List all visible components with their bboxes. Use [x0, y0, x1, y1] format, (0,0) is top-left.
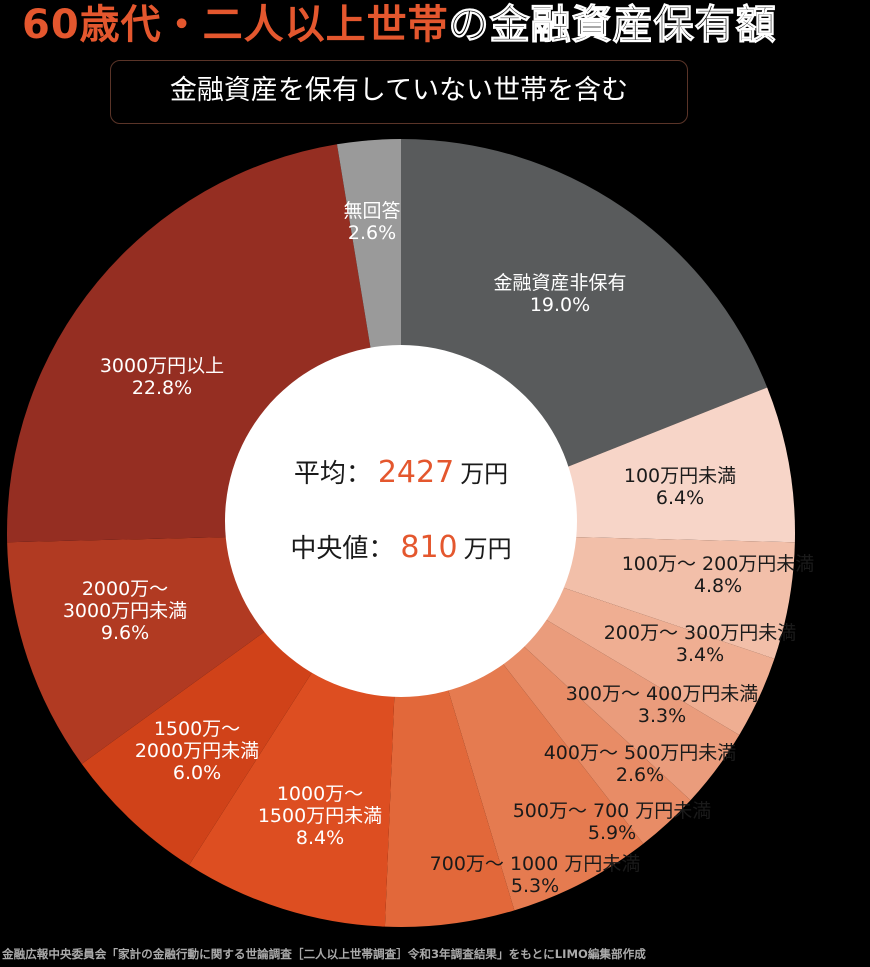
mean-stat: 平均： 2427 万円	[225, 453, 577, 490]
slice-label-text: 400万～ 500万円未満	[543, 742, 737, 764]
slice-label-text: 100万～ 200万円未満	[621, 553, 815, 575]
slice-label: 2000万～ 3000万円未満 9.6%	[63, 578, 187, 644]
source-footnote: 金融広報中央委員会「家計の金融行動に関する世論調査［二人以上世帯調査］令和3年調…	[2, 947, 646, 961]
mean-label: 平均：	[293, 459, 372, 489]
slice-percent: 19.0%	[529, 294, 591, 316]
slice-label: 1000万～ 1500万円未満 8.4%	[258, 783, 382, 849]
slice-label-text: 1000万～	[276, 783, 364, 805]
slice-label-text: 2000万～	[81, 578, 169, 600]
median-stat: 中央値： 810 万円	[225, 528, 577, 565]
median-label: 中央値：	[290, 534, 395, 564]
slice-label: 100万～ 200万円未満 4.8%	[622, 553, 815, 597]
median-unit: 万円	[463, 535, 512, 563]
slice-percent: 4.8%	[693, 575, 743, 597]
slice-label-text: 300万～ 400万円未満	[565, 683, 759, 705]
slice-label-text: 1500万円未満	[257, 805, 383, 827]
slice-percent: 6.4%	[655, 487, 705, 509]
slice-label-text: 100万円未満	[623, 465, 737, 487]
slice-percent: 2.6%	[347, 222, 397, 244]
chart-title: 60歳代・二人以上世帯の金融資産保有額	[22, 2, 842, 50]
slice-percent: 3.4%	[675, 644, 725, 666]
slice-percent: 5.9%	[587, 822, 637, 844]
median-value: 810	[400, 530, 458, 565]
slice-label: 1500万～ 2000万円未満 6.0%	[135, 718, 259, 784]
slice-percent: 8.4%	[295, 827, 345, 849]
slice-percent: 22.8%	[131, 377, 193, 399]
donut-hole	[225, 345, 577, 697]
slice-percent: 6.0%	[172, 762, 222, 784]
slice-label: 無回答 2.6%	[343, 200, 400, 244]
mean-unit: 万円	[460, 460, 509, 488]
slice-label: 200万～ 300万円未満 3.4%	[604, 622, 797, 666]
slice-percent: 3.3%	[637, 705, 687, 727]
slice-label-text: 金融資産非保有	[493, 272, 627, 294]
slice-label: 300万～ 400万円未満 3.3%	[566, 683, 759, 727]
chart-subtitle-box: 金融資産を保有していない世帯を含む	[110, 60, 688, 124]
slice-label-text: 700万～ 1000 万円未満	[429, 853, 641, 875]
slice-label-text: 200万～ 300万円未満	[603, 622, 797, 644]
slice-label-text: 500万～ 700 万円未満	[512, 800, 712, 822]
slice-percent: 2.6%	[615, 764, 665, 786]
slice-label: 500万～ 700 万円未満 5.9%	[513, 800, 712, 844]
slice-label: 400万～ 500万円未満 2.6%	[544, 742, 737, 786]
slice-label-text: 3000万円以上	[99, 355, 225, 377]
slice-label: 金融資産非保有 19.0%	[493, 272, 626, 316]
slice-label: 100万円未満 6.4%	[624, 465, 736, 509]
slice-percent: 5.3%	[510, 875, 560, 897]
slice-label: 3000万円以上 22.8%	[100, 355, 224, 399]
slice-label-text: 1500万～	[153, 718, 241, 740]
slice-label: 700万～ 1000 万円未満 5.3%	[430, 853, 641, 897]
slice-percent: 9.6%	[100, 622, 150, 644]
center-stats: 平均： 2427 万円 中央値： 810 万円	[225, 345, 577, 697]
chart-title-accent: 60歳代・二人以上世帯	[22, 2, 449, 48]
slice-label-text: 2000万円未満	[134, 740, 260, 762]
mean-value: 2427	[377, 455, 455, 490]
chart-title-rest: の金融資産保有額	[448, 2, 777, 49]
slice-label-text: 無回答	[343, 200, 401, 222]
chart-subtitle: 金融資産を保有していない世帯を含む	[169, 75, 629, 106]
slice-label-text: 3000万円未満	[62, 600, 188, 622]
